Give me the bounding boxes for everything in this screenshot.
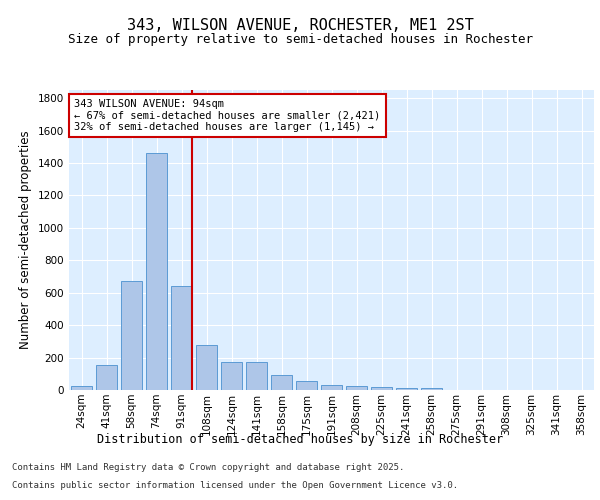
- Bar: [96, 365, 117, 390]
- Bar: [196, 344, 217, 390]
- Bar: [246, 362, 267, 390]
- Bar: [221, 362, 242, 390]
- Bar: [421, 388, 442, 390]
- Text: Contains public sector information licensed under the Open Government Licence v3: Contains public sector information licen…: [12, 481, 458, 490]
- Text: 343, WILSON AVENUE, ROCHESTER, ME1 2ST: 343, WILSON AVENUE, ROCHESTER, ME1 2ST: [127, 18, 473, 32]
- Bar: [296, 380, 317, 390]
- Bar: [171, 286, 192, 390]
- Bar: [396, 388, 417, 390]
- Bar: [71, 386, 92, 390]
- Bar: [271, 374, 292, 390]
- Text: Size of property relative to semi-detached houses in Rochester: Size of property relative to semi-detach…: [67, 32, 533, 46]
- Bar: [321, 385, 342, 390]
- Text: Distribution of semi-detached houses by size in Rochester: Distribution of semi-detached houses by …: [97, 432, 503, 446]
- Bar: [121, 280, 142, 390]
- Y-axis label: Number of semi-detached properties: Number of semi-detached properties: [19, 130, 32, 350]
- Text: Contains HM Land Registry data © Crown copyright and database right 2025.: Contains HM Land Registry data © Crown c…: [12, 464, 404, 472]
- Bar: [146, 153, 167, 390]
- Bar: [371, 387, 392, 390]
- Text: 343 WILSON AVENUE: 94sqm
← 67% of semi-detached houses are smaller (2,421)
32% o: 343 WILSON AVENUE: 94sqm ← 67% of semi-d…: [74, 99, 380, 132]
- Bar: [346, 386, 367, 390]
